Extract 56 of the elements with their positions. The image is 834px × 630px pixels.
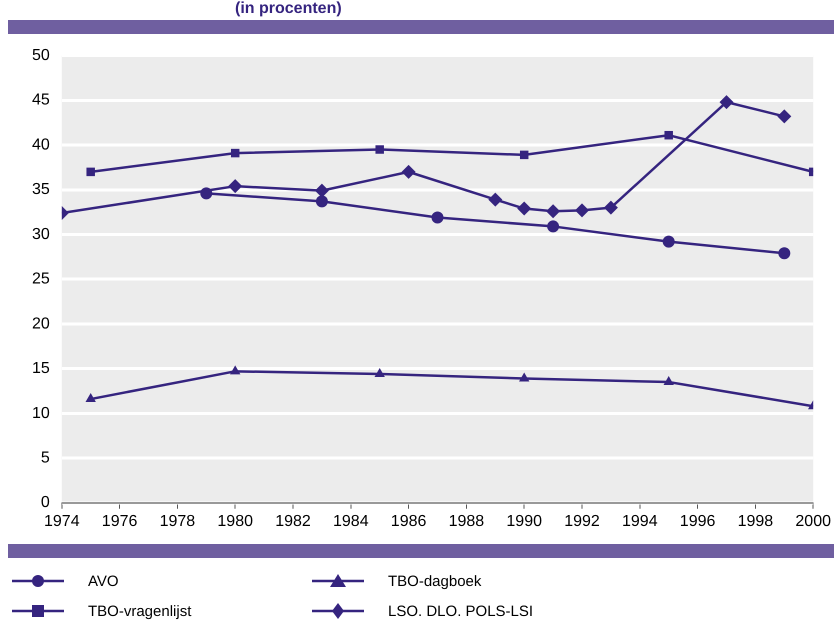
point xyxy=(520,150,528,160)
point xyxy=(662,236,675,248)
x-tick-label: 1988 xyxy=(448,512,484,530)
point xyxy=(432,211,444,224)
point xyxy=(374,368,385,378)
chart-title: (in procenten) xyxy=(234,0,343,19)
y-tick-label: 50 xyxy=(32,47,50,64)
point xyxy=(86,168,95,176)
point xyxy=(546,204,560,218)
y-tick-label: 35 xyxy=(32,181,50,198)
x-tick-label: 1986 xyxy=(390,512,426,530)
point xyxy=(777,109,792,124)
point xyxy=(316,195,328,208)
point xyxy=(86,393,96,402)
y-tick-label: 5 xyxy=(40,449,50,466)
x-tick-label: 1992 xyxy=(564,512,600,530)
y-tick-label: 30 xyxy=(32,226,50,243)
y-tick-label: 45 xyxy=(32,92,50,109)
x-tick-label: 1980 xyxy=(217,512,254,530)
point xyxy=(228,179,242,194)
legend-label: AVO xyxy=(88,572,119,590)
x-tick-label: 1976 xyxy=(102,512,138,530)
point xyxy=(230,148,240,158)
point xyxy=(778,247,790,260)
point xyxy=(375,145,384,154)
x-tick-label: 1984 xyxy=(333,512,369,530)
point xyxy=(314,184,329,198)
point xyxy=(664,130,673,140)
point xyxy=(230,365,240,374)
point xyxy=(402,164,416,179)
x-tick-label: 1982 xyxy=(275,512,311,530)
x-tick-label: 1994 xyxy=(622,512,658,530)
point xyxy=(488,192,502,207)
x-tick-label: 1990 xyxy=(506,512,542,530)
x-tick-label: 1978 xyxy=(160,512,196,530)
point xyxy=(604,200,618,215)
y-tick-label: 15 xyxy=(32,360,50,378)
y-tick-label: 40 xyxy=(32,136,50,154)
point xyxy=(547,220,560,232)
point xyxy=(200,187,212,200)
y-tick-label: 0 xyxy=(40,494,50,512)
x-tick-label: 1974 xyxy=(44,512,80,530)
x-tick-label: 1998 xyxy=(738,512,774,530)
legend-label: TBO-vragenlijst xyxy=(88,602,192,620)
y-tick-label: 25 xyxy=(32,270,50,288)
y-tick-label: 10 xyxy=(32,404,50,422)
point xyxy=(720,95,734,110)
legend-label: TBO-dagboek xyxy=(388,572,482,590)
y-tick-label: 20 xyxy=(32,315,50,332)
point xyxy=(575,203,589,218)
point xyxy=(517,202,532,216)
point xyxy=(519,372,530,382)
legend-label: LSO. DLO. POLS-LSI xyxy=(388,602,534,620)
x-tick-label: 1996 xyxy=(680,512,716,530)
point xyxy=(664,376,674,386)
x-tick-label: 2000 xyxy=(795,512,832,530)
